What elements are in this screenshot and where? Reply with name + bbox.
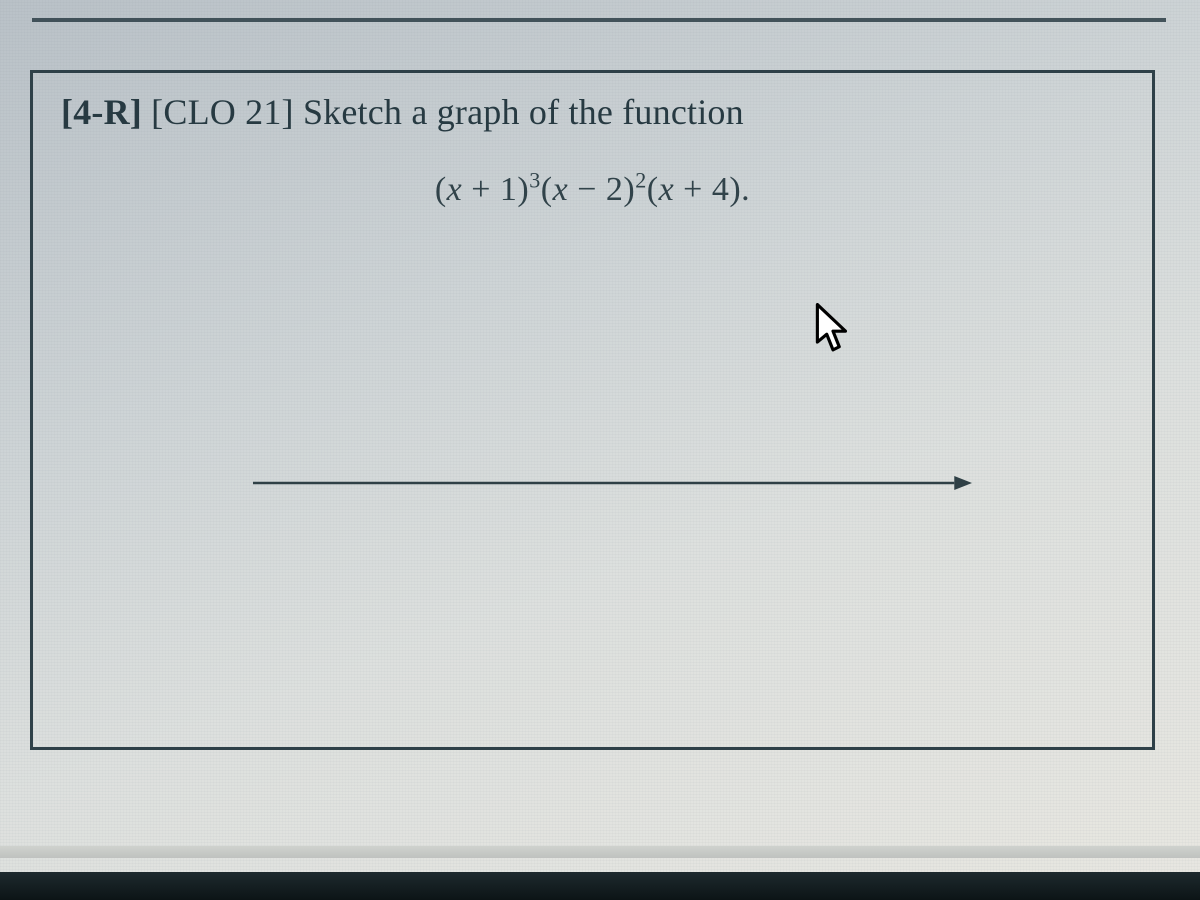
exponent-2: 2 [635, 168, 647, 193]
previous-question-border [32, 18, 1166, 22]
question-clo-tag: [CLO 21] [151, 92, 294, 132]
exponent-1: 3 [529, 168, 541, 193]
question-text: Sketch a graph of the function [303, 92, 744, 132]
question-formula: (x + 1)3(x − 2)2(x + 4). [61, 171, 1124, 209]
question-box: [4-R] [CLO 21] Sketch a graph of the fun… [30, 70, 1155, 750]
question-prompt: [4-R] [CLO 21] Sketch a graph of the fun… [61, 91, 1124, 133]
screen: [4-R] [CLO 21] Sketch a graph of the fun… [0, 0, 1200, 900]
x-axis [253, 468, 972, 498]
taskbar [0, 872, 1200, 900]
question-number: [4-R] [61, 92, 142, 132]
cursor-icon [813, 303, 853, 353]
window-chrome-strip [0, 846, 1200, 858]
